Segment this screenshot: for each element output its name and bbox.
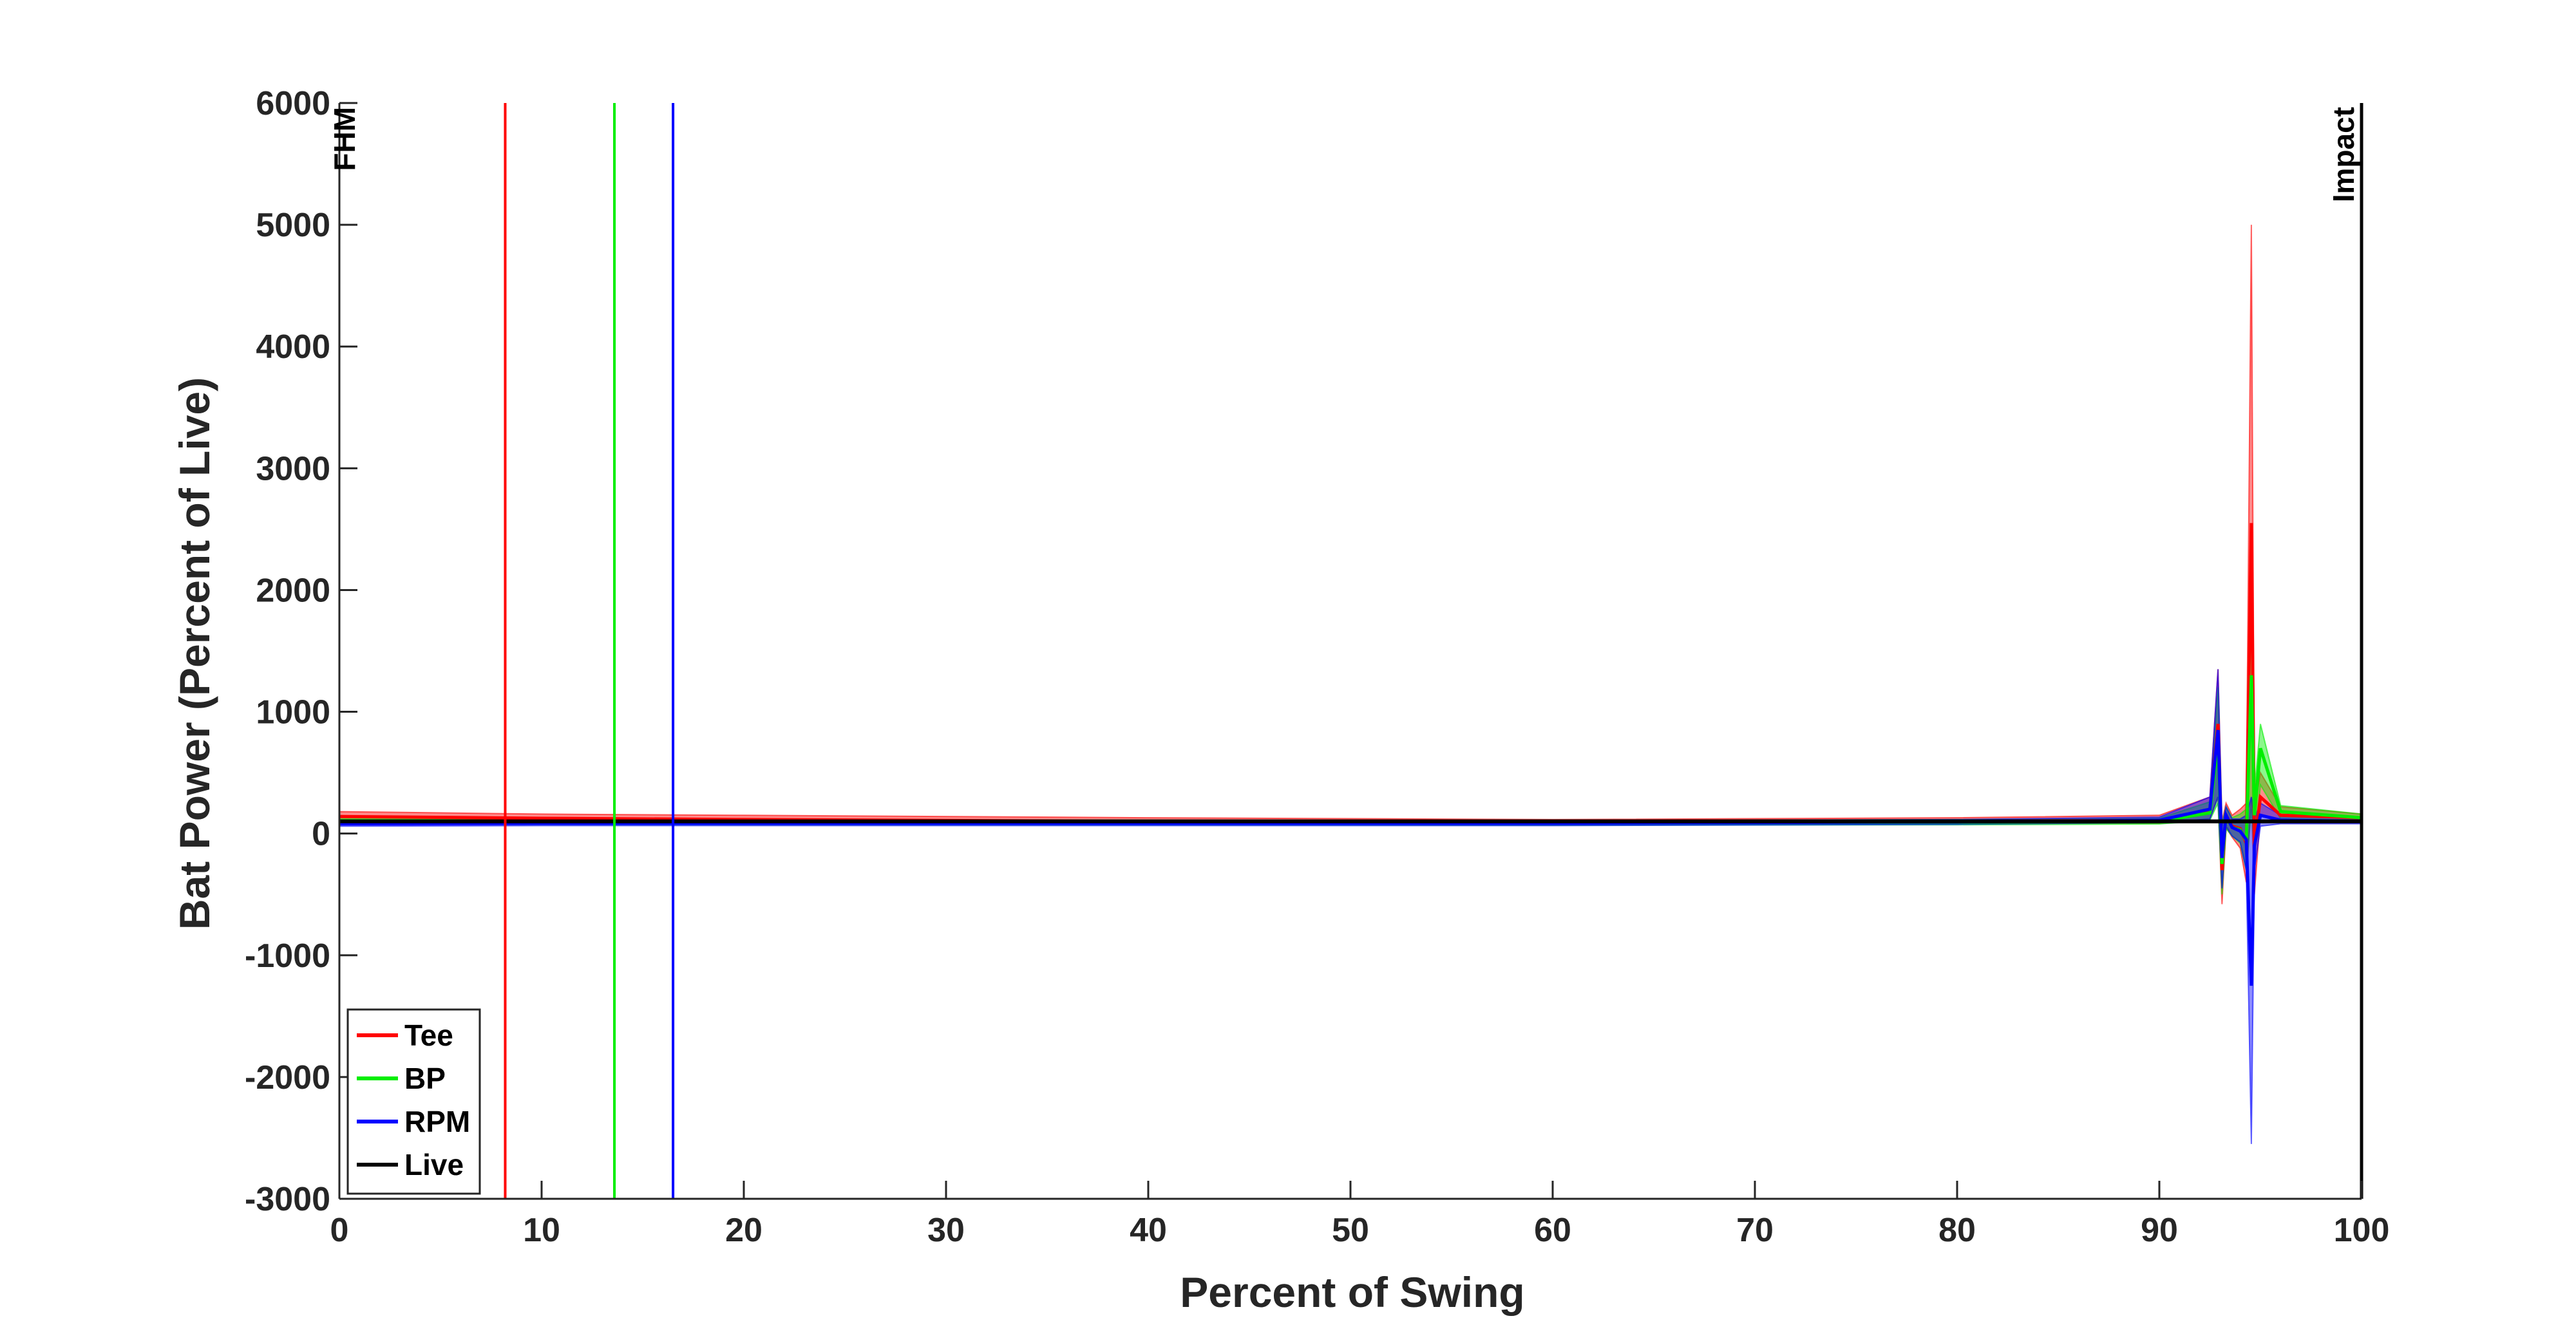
y-tick-label: -1000 <box>245 937 330 975</box>
x-tick-label: 40 <box>1130 1212 1167 1249</box>
x-tick-label: 10 <box>523 1212 560 1249</box>
series-lines <box>339 523 2362 986</box>
axes <box>338 102 2363 1200</box>
y-tick-label: -3000 <box>245 1181 330 1218</box>
variability-bands <box>339 225 2362 1144</box>
band-bp <box>339 541 2362 895</box>
y-tick-label: 1000 <box>256 694 330 731</box>
x-tick-label: 0 <box>330 1212 349 1249</box>
series-line-rpm <box>339 729 2362 986</box>
x-tick-label: 90 <box>2141 1212 2178 1249</box>
legend-label-live: Live <box>404 1148 464 1181</box>
x-tick-label: 100 <box>2334 1212 2390 1249</box>
y-tick-label: -2000 <box>245 1059 330 1096</box>
event-labels: FHM Impact <box>328 107 2360 202</box>
legend-label-bp: BP <box>404 1062 446 1095</box>
x-tick-label: 60 <box>1534 1212 1571 1249</box>
band-tee <box>339 225 2362 905</box>
y-tick-label: 0 <box>312 816 330 853</box>
series-line-bp <box>339 675 2362 865</box>
legend-label-tee: Tee <box>404 1019 453 1052</box>
event-label-impact: Impact <box>2327 107 2360 202</box>
x-axis-title: Percent of Swing <box>1180 1268 1524 1316</box>
y-tick-label: 4000 <box>256 328 330 366</box>
event-label-fhm: FHM <box>328 107 361 171</box>
legend-label-rpm: RPM <box>404 1105 470 1138</box>
legend: Tee BP RPM Live <box>346 1008 481 1195</box>
y-axis-title: Bat Power (Percent of Live) <box>171 377 218 930</box>
x-tick-label: 80 <box>1938 1212 1976 1249</box>
event-marker-lines <box>504 103 675 1199</box>
x-tick-label: 70 <box>1736 1212 1774 1249</box>
x-tick-label: 30 <box>927 1212 965 1249</box>
band-rpm <box>339 669 2362 1144</box>
axis-titles: Percent of Swing Bat Power (Percent of L… <box>171 377 1525 1316</box>
tick-labels: 0 10 20 30 40 50 60 70 80 90 100 -3000 -2000 -1000 0 10… <box>245 85 2389 1249</box>
x-tick-label: 50 <box>1332 1212 1369 1249</box>
y-tick-label: 2000 <box>256 572 330 609</box>
x-tick-label: 20 <box>725 1212 762 1249</box>
y-tick-label: 5000 <box>256 207 330 244</box>
y-tick-label: 3000 <box>256 450 330 487</box>
y-tick-label: 6000 <box>256 85 330 122</box>
